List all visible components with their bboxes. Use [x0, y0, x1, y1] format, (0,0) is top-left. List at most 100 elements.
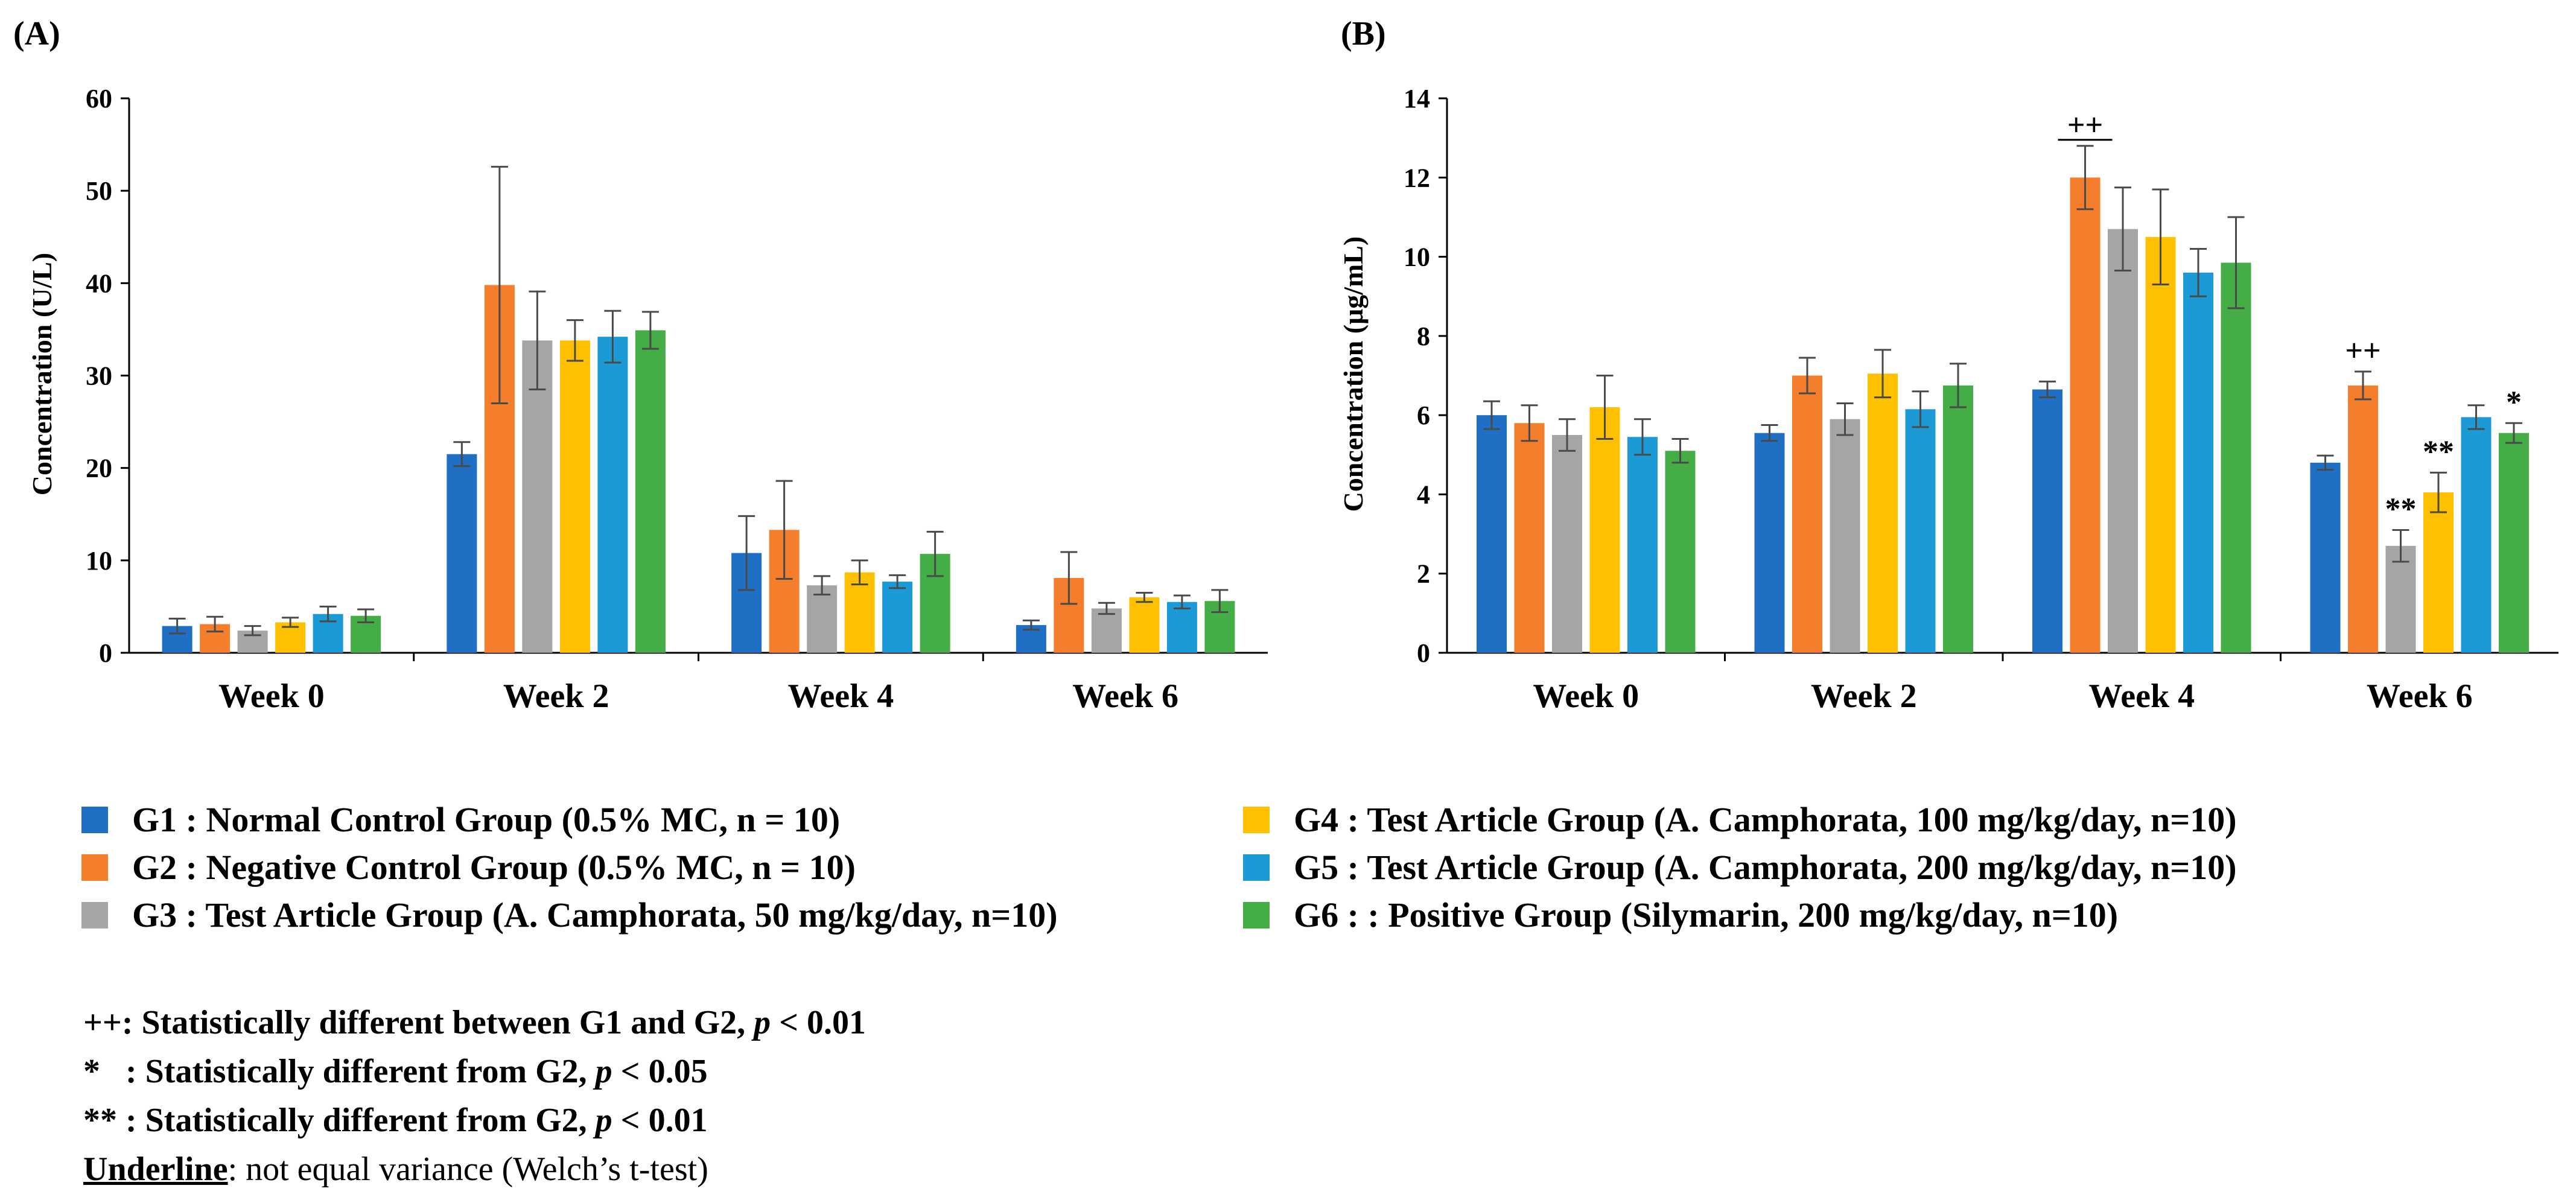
y-tick-label: 14	[1404, 84, 1430, 113]
legend-item-g2: G2 : Negative Control Group (0.5% MC, n …	[81, 847, 856, 888]
y-tick-label: 60	[86, 84, 112, 113]
note-text: ++: Statistically different between G1 a…	[83, 1004, 754, 1041]
error-bar	[529, 290, 546, 390]
y-tick-label: 40	[86, 268, 112, 298]
legend-label-g5: G5 : Test Article Group (A. Camphorata, …	[1294, 848, 2237, 887]
error-bar	[775, 480, 793, 580]
bar-g3	[522, 340, 553, 653]
significance-mark: ++	[2345, 334, 2380, 368]
y-tick-label: 10	[86, 546, 112, 576]
bar-g4	[1129, 597, 1160, 653]
bar-g5	[882, 582, 913, 653]
x-tick-label: Week 0	[1533, 678, 1639, 715]
legend-label-g2: G2 : Negative Control Group (0.5% MC, n …	[132, 848, 856, 887]
bar-g3	[2385, 545, 2416, 653]
error-bar	[319, 605, 337, 623]
bar-g1	[1754, 433, 1785, 653]
error-bar	[1521, 404, 1538, 442]
error-bar	[1060, 551, 1078, 605]
bar-g2	[1514, 423, 1545, 653]
significance-mark: *	[2506, 385, 2522, 419]
error-bar	[168, 617, 186, 635]
legend-label-g3: G3 : Test Article Group (A. Camphorata, …	[132, 895, 1058, 935]
error-bar	[2152, 188, 2169, 286]
legend-item-g5: G5 : Test Article Group (A. Camphorata, …	[1243, 847, 2237, 888]
error-bar	[357, 608, 375, 623]
error-bar	[282, 617, 299, 628]
error-bar	[604, 310, 622, 364]
error-bar	[206, 615, 224, 633]
chart-panel-b: (B) Concentration (μg/mL) 0 2 4 6 8 10 12 14 Week …	[1338, 15, 2559, 715]
y-axis-label: Concentration (μg/mL)	[1338, 237, 1369, 512]
legend-item-g4: G4 : Test Article Group (A. Camphorata, …	[1243, 799, 2237, 840]
note-p: p	[595, 1053, 612, 1090]
y-tick-label: 6	[1417, 401, 1430, 430]
legend-swatch-g3	[81, 902, 108, 929]
y-tick-label: 0	[1417, 638, 1430, 668]
error-bar	[2114, 186, 2131, 272]
y-tick-label: 8	[1417, 322, 1430, 351]
legend-swatch-g6	[1243, 902, 1270, 929]
note-text: < 0.01	[771, 1004, 867, 1041]
bar-g4	[559, 340, 590, 653]
error-bar	[1022, 619, 1040, 631]
x-tick-label: Week 2	[503, 678, 609, 715]
error-bar	[2227, 216, 2245, 310]
y-axis-label: Concentration (U/L)	[27, 253, 57, 495]
bar-g1	[1477, 415, 1507, 653]
y-tick-label: 2	[1417, 559, 1430, 589]
error-bar	[851, 559, 868, 586]
error-bar	[2317, 454, 2334, 471]
panel-label: (A)	[13, 15, 60, 52]
y-tick-label: 50	[86, 176, 112, 206]
error-bar	[1912, 390, 1929, 428]
bar-g4	[844, 572, 875, 653]
bar-g5	[597, 337, 628, 653]
error-bar	[1483, 400, 1500, 430]
note-double-star: ** : Statistically different from G2, p …	[83, 1096, 866, 1145]
legend-swatch-g5	[1243, 854, 1270, 881]
error-bar	[1671, 438, 1689, 464]
error-bar	[2467, 404, 2485, 430]
significance-mark: **	[2423, 434, 2454, 469]
y-tick-label: 10	[1404, 243, 1430, 272]
error-bar	[1874, 349, 1891, 399]
bar-g3	[1091, 608, 1122, 653]
error-bar	[1098, 602, 1115, 615]
significance-notes: ++: Statistically different between G1 a…	[83, 998, 866, 1194]
x-tick-label: Week 6	[1072, 678, 1178, 715]
bar-g3	[1830, 419, 1860, 653]
bar-g5	[2461, 417, 2492, 653]
bar-g3	[807, 585, 838, 653]
bar-g2	[1792, 375, 1822, 653]
legend-item-g1: G1 : Normal Control Group (0.5% MC, n = …	[81, 799, 840, 840]
note-underline: Underline: not equal variance (Welch’s t…	[83, 1145, 866, 1194]
bar-g6	[2221, 262, 2251, 653]
bar-g1	[2310, 462, 2341, 653]
bar-g3	[1552, 434, 1582, 653]
x-tick-label: Week 6	[2367, 678, 2473, 715]
legend-label-g1: G1 : Normal Control Group (0.5% MC, n = …	[132, 800, 841, 839]
y-tick-label: 0	[99, 638, 112, 668]
error-bar	[738, 515, 755, 591]
bar-g5	[1905, 409, 1936, 653]
error-bar	[2039, 380, 2056, 399]
chart-panel-a: (A) Concentration (U/L) 0 10 20 30 40 50 60 Week …	[13, 15, 1268, 715]
error-bar	[1173, 594, 1191, 609]
error-bar	[491, 165, 508, 404]
error-bar	[2505, 422, 2522, 444]
y-tick-label: 30	[86, 361, 112, 391]
note-underline-word: Underline	[83, 1151, 228, 1188]
error-bar	[2430, 471, 2447, 513]
error-bar	[1761, 424, 1778, 442]
bar-g6	[1665, 451, 1696, 653]
bar-g4	[1589, 407, 1620, 653]
note-text: : not equal variance (Welch’s t-test)	[227, 1151, 708, 1188]
error-bar	[1799, 357, 1816, 395]
x-tick-label: Week 0	[218, 678, 325, 715]
error-bar	[813, 575, 831, 596]
error-bar	[2392, 529, 2409, 563]
note-p: p	[754, 1004, 771, 1041]
bar-g5	[1627, 437, 1658, 653]
legend-label-g4: G4 : Test Article Group (A. Camphorata, …	[1294, 800, 2237, 839]
